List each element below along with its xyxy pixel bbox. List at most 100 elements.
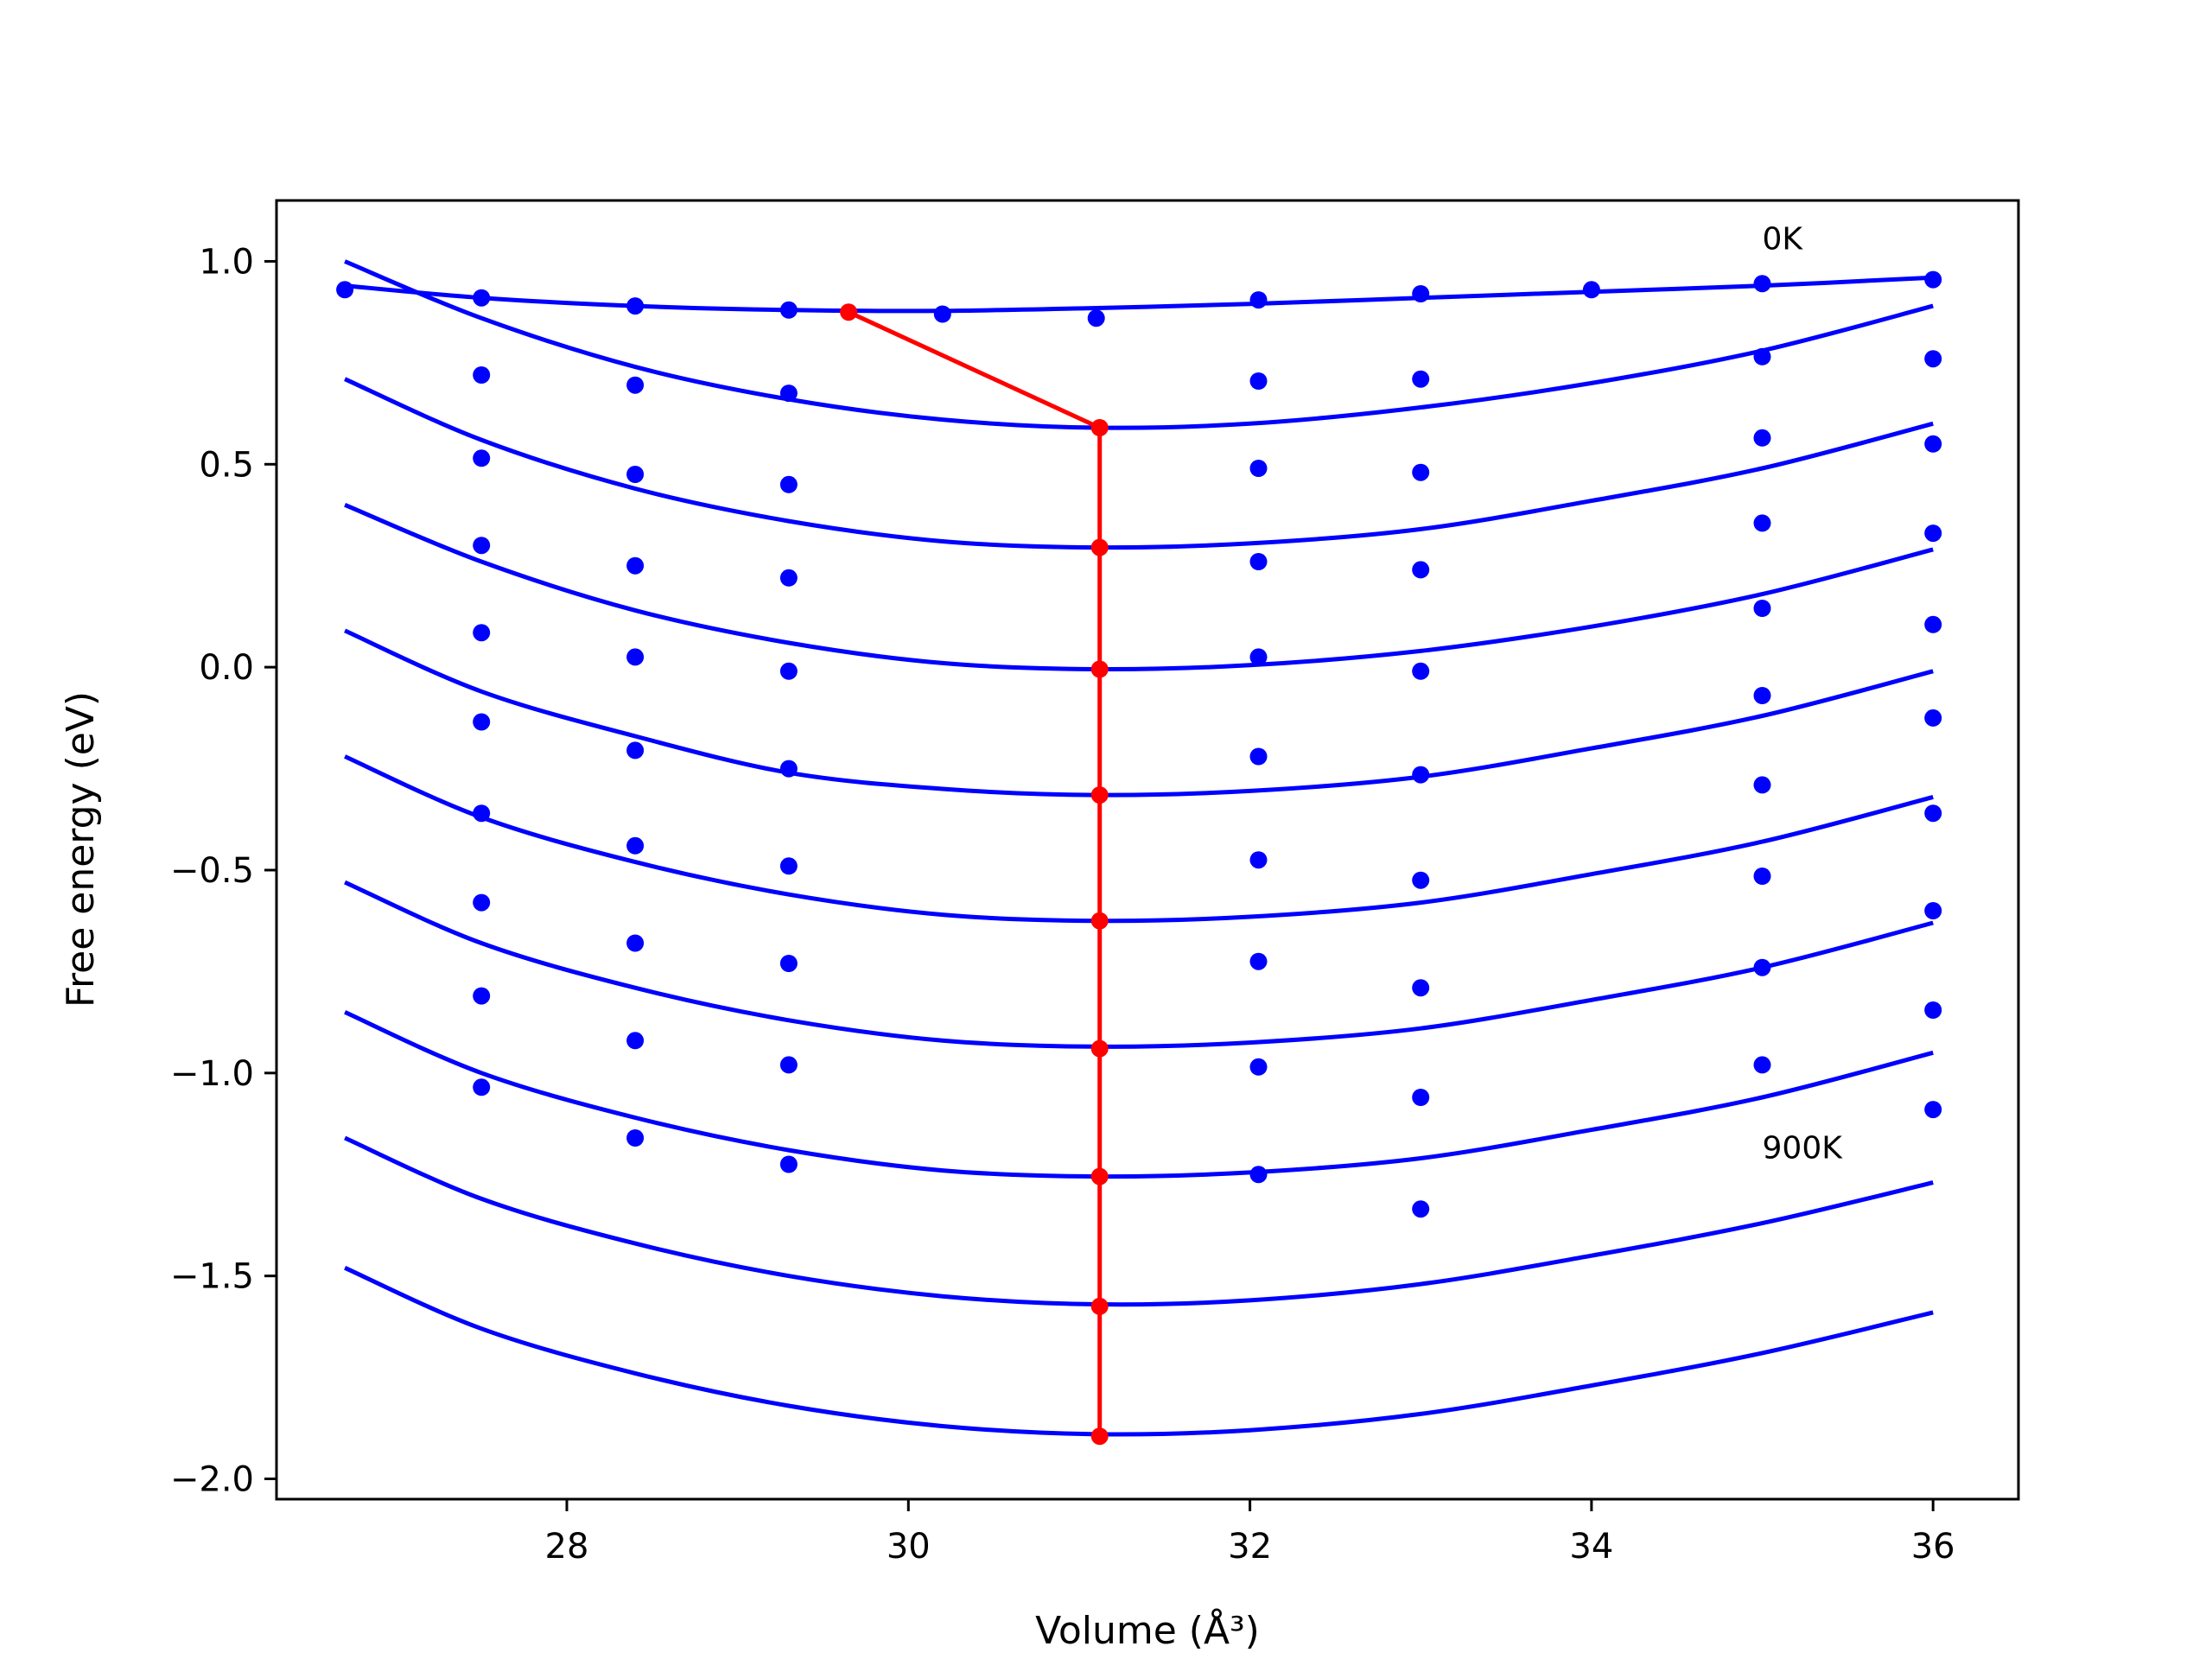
data-point-1 xyxy=(473,289,490,307)
data-point-58 xyxy=(1754,868,1771,885)
data-point-37 xyxy=(1754,600,1771,617)
data-point-14 xyxy=(1250,372,1268,390)
data-point-24 xyxy=(1924,435,1942,453)
data-point-60 xyxy=(473,988,490,1005)
fit-curve-5 xyxy=(345,757,1933,921)
minimum-point-8 xyxy=(1091,1298,1109,1315)
data-point-17 xyxy=(1924,350,1942,367)
data-point-54 xyxy=(626,935,644,952)
data-point-9 xyxy=(1754,275,1771,292)
minimum-point-4 xyxy=(1091,786,1109,804)
data-point-39 xyxy=(473,714,490,731)
fit-curve-9 xyxy=(345,1268,1933,1434)
data-point-70 xyxy=(1250,1166,1268,1183)
data-point-22 xyxy=(1412,464,1429,481)
x-tick-label-34: 34 xyxy=(1569,1527,1613,1567)
data-point-47 xyxy=(626,837,644,855)
data-point-15 xyxy=(1412,371,1429,388)
data-point-19 xyxy=(626,466,644,483)
fit-curve-2 xyxy=(345,379,1933,548)
fit-curve-6 xyxy=(345,882,1933,1046)
data-point-4 xyxy=(934,306,951,323)
data-point-45 xyxy=(1924,709,1942,727)
data-point-31 xyxy=(1924,524,1942,542)
y-tick-label-0: 1.0 xyxy=(199,242,254,282)
data-point-50 xyxy=(1412,872,1429,889)
data-point-42 xyxy=(1250,748,1268,766)
data-point-26 xyxy=(626,557,644,575)
data-point-46 xyxy=(473,804,490,822)
fit-curve-3 xyxy=(345,505,1933,669)
x-tick-label-36: 36 xyxy=(1911,1527,1955,1567)
data-point-13 xyxy=(780,385,798,402)
data-point-40 xyxy=(626,741,644,759)
data-point-7 xyxy=(1412,285,1429,302)
data-point-64 xyxy=(1412,1089,1429,1106)
data-point-18 xyxy=(473,449,490,467)
data-point-66 xyxy=(1924,1001,1942,1019)
minimum-point-5 xyxy=(1091,912,1109,930)
y-axis-label: Free energy (eV) xyxy=(59,691,103,1007)
minimum-point-9 xyxy=(1091,1427,1109,1445)
data-point-68 xyxy=(626,1129,644,1147)
data-point-8 xyxy=(1583,281,1600,298)
annotations: 0K900K xyxy=(1763,221,1844,1166)
x-axis-label: Volume (Å³) xyxy=(1035,1607,1260,1653)
annotation-1: 900K xyxy=(1763,1130,1844,1166)
y-tick-label-4: −1.0 xyxy=(170,1054,254,1094)
x-tick-label-32: 32 xyxy=(1228,1527,1272,1567)
data-point-27 xyxy=(780,569,798,587)
fit-curve-4 xyxy=(345,631,1933,795)
data-point-35 xyxy=(1250,648,1268,665)
data-point-49 xyxy=(1250,851,1268,868)
data-point-65 xyxy=(1754,959,1771,976)
y-tick-label-6: −2.0 xyxy=(170,1460,254,1500)
minimum-point-1 xyxy=(1091,419,1109,436)
data-point-48 xyxy=(780,857,798,874)
minimum-point-3 xyxy=(1091,661,1109,678)
data-point-55 xyxy=(780,955,798,972)
fit-curve-8 xyxy=(345,1138,1933,1305)
data-point-3 xyxy=(780,302,798,319)
data-point-0 xyxy=(336,281,353,298)
data-point-56 xyxy=(1250,953,1268,970)
data-point-62 xyxy=(780,1056,798,1073)
data-point-72 xyxy=(1754,1056,1771,1073)
minimum-path-line xyxy=(849,312,1100,1436)
minimum-point-7 xyxy=(1091,1168,1109,1185)
minimum-point-0 xyxy=(840,303,857,321)
minimum-point-2 xyxy=(1091,539,1109,556)
data-point-21 xyxy=(1250,460,1268,477)
fit-curve-0 xyxy=(345,277,1933,311)
data-point-6 xyxy=(1250,291,1268,308)
y-tick-label-1: 0.5 xyxy=(199,445,254,485)
data-point-20 xyxy=(780,476,798,493)
data-point-12 xyxy=(626,377,644,394)
data-point-33 xyxy=(626,648,644,665)
data-point-43 xyxy=(1412,766,1429,784)
y-tick-label-3: −0.5 xyxy=(170,851,254,891)
data-point-69 xyxy=(780,1156,798,1173)
x-axis: 28 30 32 34 36 xyxy=(545,1499,1955,1567)
data-point-29 xyxy=(1412,561,1429,578)
data-point-5 xyxy=(1088,309,1105,327)
data-point-53 xyxy=(473,894,490,912)
plot-layer xyxy=(336,262,1942,1446)
minimum-point-6 xyxy=(1091,1040,1109,1058)
data-point-57 xyxy=(1412,979,1429,996)
y-tick-label-2: 0.0 xyxy=(199,648,254,688)
data-point-32 xyxy=(473,624,490,641)
data-point-71 xyxy=(1412,1200,1429,1217)
data-point-23 xyxy=(1754,429,1771,447)
data-point-44 xyxy=(1754,687,1771,704)
data-point-61 xyxy=(626,1032,644,1049)
data-point-11 xyxy=(473,366,490,384)
data-point-73 xyxy=(1924,1101,1942,1118)
data-point-30 xyxy=(1754,514,1771,531)
data-point-51 xyxy=(1754,776,1771,793)
data-point-67 xyxy=(473,1078,490,1096)
x-tick-label-30: 30 xyxy=(887,1527,931,1567)
data-point-28 xyxy=(1250,553,1268,570)
data-point-52 xyxy=(1924,804,1942,822)
